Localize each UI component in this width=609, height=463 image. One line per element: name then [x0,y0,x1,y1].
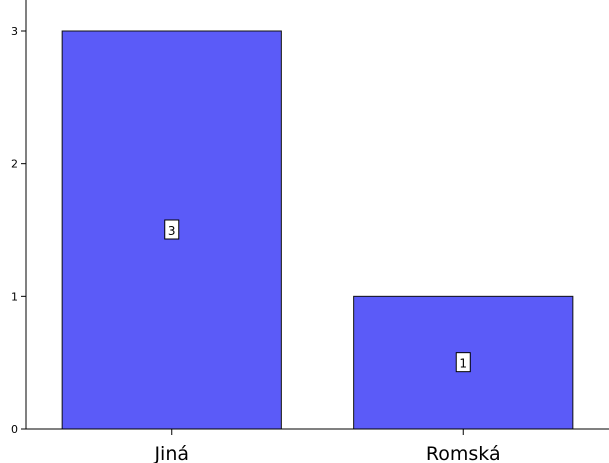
y-tick-label: 2 [11,158,18,171]
y-tick-label: 3 [11,25,18,38]
y-tick-label: 0 [11,423,18,436]
x-category-label: Jiná [153,443,189,463]
data-label-box [455,352,471,373]
y-axis-ticks: 0 1 2 3 [11,25,26,436]
x-category-label: Romská [426,443,501,463]
data-label-box [164,219,180,240]
data-label: 3 [168,224,176,238]
bars-layer [61,30,574,430]
data-labels-layer: 31 [164,219,471,373]
data-label: 1 [459,357,467,371]
x-axis-ticks: Jiná Romská [153,429,501,463]
y-tick-label: 1 [11,290,18,303]
